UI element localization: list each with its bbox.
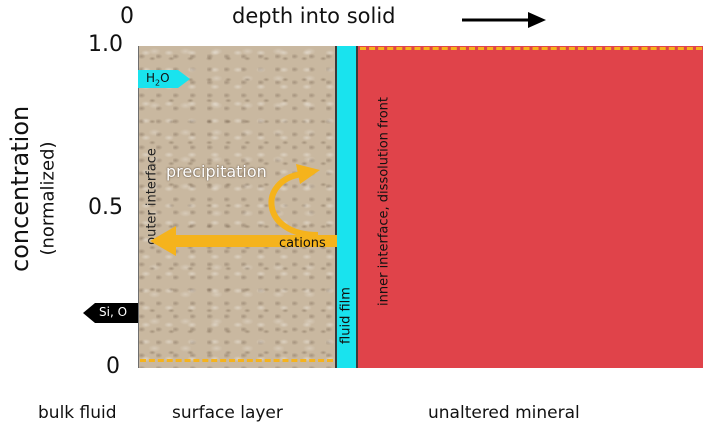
y-tick-0: 0 [106,354,120,379]
y-tick-1: 1.0 [88,32,123,57]
right-arrow-icon [462,12,546,28]
mineral-concentration-line [360,47,702,50]
fluid-film-region [335,46,357,368]
unaltered-mineral-label: unaltered mineral [428,403,580,423]
surface-layer-region [138,46,336,368]
inner-interface-label: inner interface, dissolution front [376,97,392,306]
depth-label: depth into solid [232,4,396,28]
left-arrow-icon [83,303,138,323]
cations-label: cations [279,236,326,251]
si-o-label: Si, O [99,305,128,319]
h2o-label-o: O [160,71,170,85]
h2o-label: H2O [146,71,170,87]
fluid-film-label: fluid film [338,287,354,344]
y-axis-sublabel: (normalized) [37,141,59,256]
y-tick-0-5: 0.5 [88,195,123,220]
bulk-fluid-label: bulk fluid [38,403,117,423]
cation-arrows [150,164,337,256]
h2o-label-h: H [146,71,156,85]
inner-film-boundary [356,46,358,368]
origin-label: 0 [120,4,134,29]
surface-concentration-line [140,359,333,362]
right-arrow-icon [138,70,190,88]
outer-film-boundary [335,46,337,368]
y-axis-label: concentration [6,105,34,272]
h2o-label-sub: 2 [155,78,161,88]
unaltered-mineral-region [357,46,703,368]
precipitation-label: precipitation [166,162,267,181]
surface-layer-label: surface layer [172,403,283,423]
